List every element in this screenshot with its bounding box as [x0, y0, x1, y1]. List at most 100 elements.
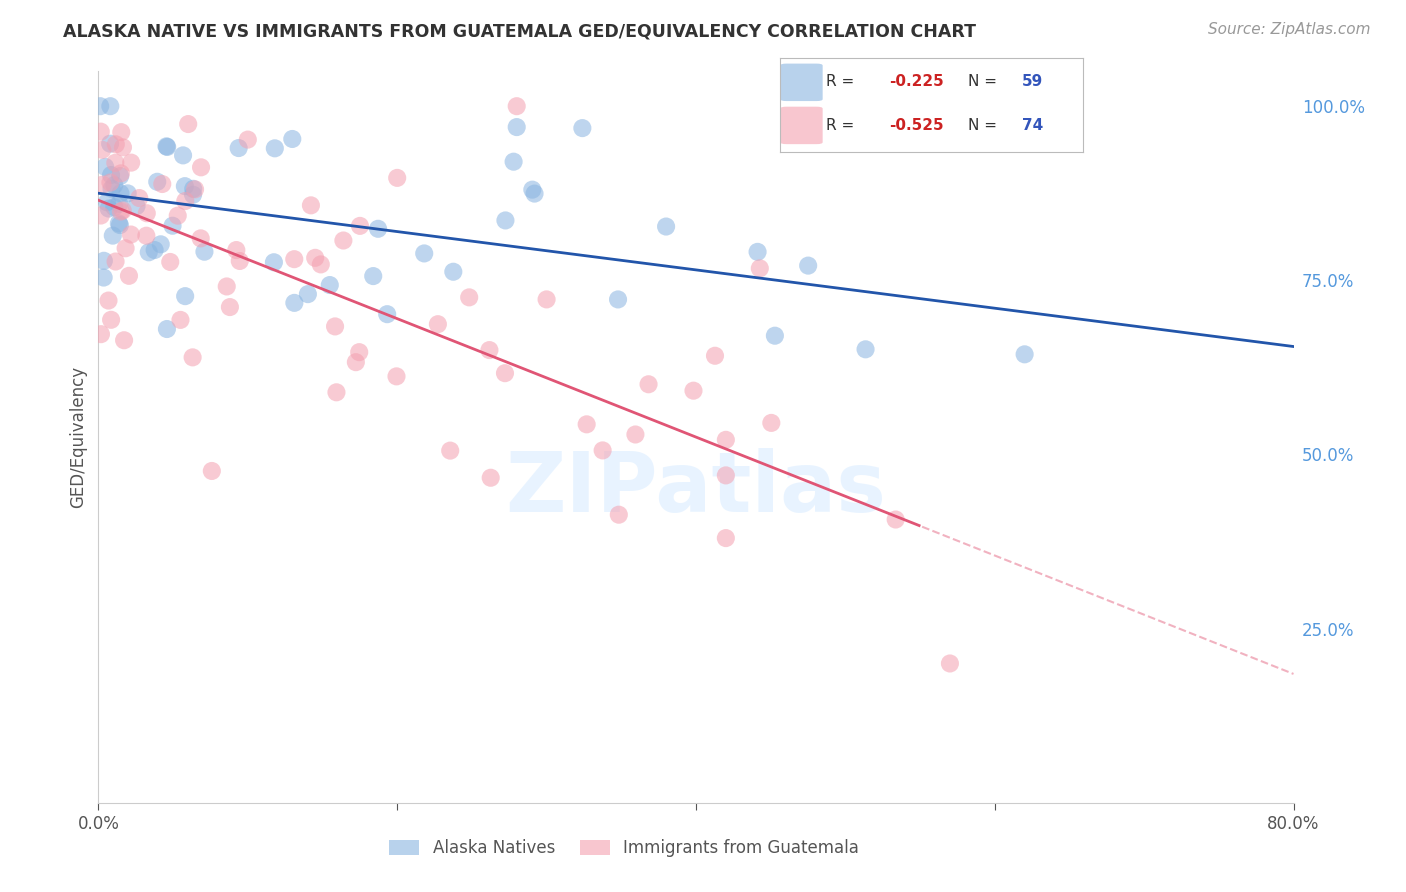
- Point: [190, 231, 212, 245]
- Text: N =: N =: [967, 118, 997, 133]
- Point: [104, 254, 127, 268]
- Y-axis label: GED/Equivalency: GED/Equivalency: [69, 366, 87, 508]
- Point: [108, 197, 131, 211]
- Point: [263, 141, 285, 155]
- Point: [90, 125, 112, 139]
- Point: [114, 241, 136, 255]
- Point: [506, 120, 529, 134]
- Point: [413, 246, 436, 260]
- Point: [138, 245, 160, 260]
- Text: -0.225: -0.225: [889, 74, 943, 89]
- Point: [714, 433, 737, 447]
- Point: [112, 333, 135, 347]
- Point: [884, 512, 907, 526]
- Point: [385, 170, 409, 185]
- Point: [299, 198, 322, 212]
- Point: [506, 99, 529, 113]
- Point: [349, 219, 371, 233]
- Point: [201, 464, 224, 478]
- Point: [655, 219, 678, 234]
- Point: [91, 143, 114, 157]
- Point: [309, 257, 332, 271]
- Point: [146, 175, 169, 189]
- Point: [128, 191, 150, 205]
- Point: [90, 327, 112, 342]
- Point: [283, 296, 305, 310]
- Point: [283, 252, 305, 267]
- Point: [174, 194, 197, 208]
- Point: [169, 313, 191, 327]
- Text: N =: N =: [967, 74, 997, 89]
- Point: [174, 289, 197, 303]
- Point: [156, 322, 179, 336]
- Point: [1014, 347, 1036, 361]
- Point: [97, 202, 120, 216]
- Legend: Alaska Natives, Immigrants from Guatemala: Alaska Natives, Immigrants from Guatemal…: [382, 832, 866, 864]
- Point: [94, 160, 117, 174]
- Point: [110, 166, 132, 180]
- Point: [90, 209, 112, 223]
- Point: [367, 221, 389, 235]
- Point: [344, 355, 367, 369]
- Point: [375, 307, 398, 321]
- Text: 59: 59: [1022, 74, 1043, 89]
- Point: [624, 427, 647, 442]
- Point: [479, 471, 502, 485]
- Point: [522, 183, 544, 197]
- Point: [332, 234, 354, 248]
- Point: [149, 237, 172, 252]
- Point: [478, 343, 501, 357]
- Point: [939, 657, 962, 671]
- Point: [184, 182, 207, 196]
- Point: [108, 216, 131, 230]
- Point: [159, 255, 181, 269]
- Point: [592, 443, 614, 458]
- Point: [97, 293, 120, 308]
- Point: [763, 328, 786, 343]
- Point: [172, 148, 194, 162]
- Point: [117, 186, 139, 201]
- Point: [120, 227, 142, 242]
- Point: [704, 349, 727, 363]
- Point: [193, 244, 215, 259]
- Point: [108, 169, 131, 183]
- Point: [91, 178, 114, 192]
- Text: 74: 74: [1022, 118, 1043, 133]
- Point: [502, 154, 524, 169]
- Point: [236, 133, 259, 147]
- Point: [110, 204, 132, 219]
- Text: ZIPatlas: ZIPatlas: [506, 448, 886, 529]
- Point: [108, 218, 131, 232]
- Point: [347, 345, 370, 359]
- Point: [156, 140, 179, 154]
- Point: [111, 140, 134, 154]
- Text: R =: R =: [825, 118, 853, 133]
- Point: [304, 251, 326, 265]
- Point: [135, 206, 157, 220]
- Point: [747, 244, 769, 259]
- Point: [177, 117, 200, 131]
- Point: [714, 468, 737, 483]
- Point: [181, 351, 204, 365]
- Point: [458, 290, 481, 304]
- Point: [229, 254, 252, 268]
- Point: [120, 155, 142, 169]
- Point: [181, 182, 204, 196]
- Point: [761, 416, 783, 430]
- Point: [215, 279, 238, 293]
- Point: [748, 261, 770, 276]
- Point: [225, 243, 247, 257]
- Point: [190, 161, 212, 175]
- Point: [98, 176, 121, 190]
- Point: [855, 343, 877, 357]
- Point: [110, 125, 132, 139]
- Point: [607, 293, 630, 307]
- Point: [263, 255, 285, 269]
- Point: [100, 182, 122, 196]
- Point: [111, 203, 134, 218]
- Point: [101, 228, 124, 243]
- Point: [494, 213, 516, 227]
- Point: [93, 270, 115, 285]
- Point: [103, 200, 125, 214]
- Point: [125, 199, 148, 213]
